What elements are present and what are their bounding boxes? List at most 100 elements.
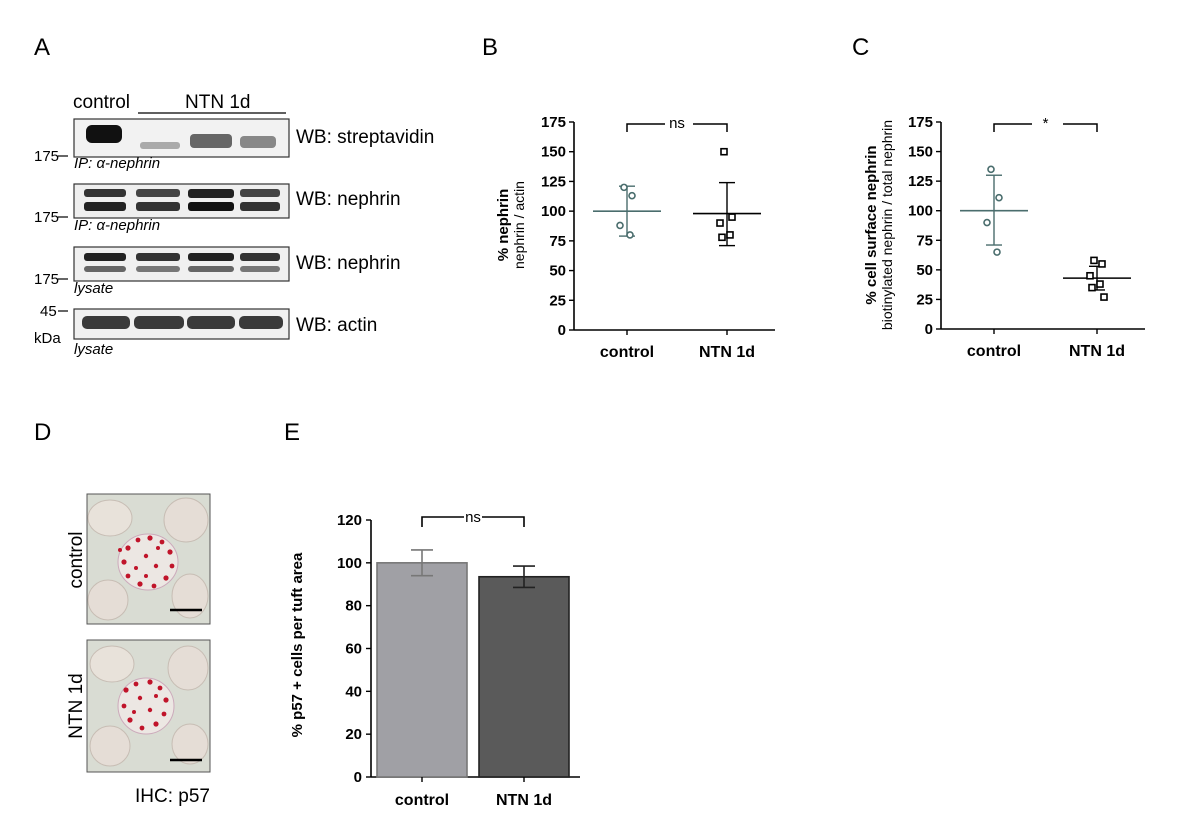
- blot-strip-nephrin-lysate: [73, 246, 290, 282]
- y-tick-label: 75: [916, 232, 933, 249]
- blot-band: [136, 202, 180, 211]
- blot-header-treatment: NTN 1d: [185, 92, 250, 113]
- micrograph-caption: IHC: p57: [135, 786, 210, 807]
- blot-frame: [73, 246, 290, 282]
- data-point: [1096, 280, 1104, 288]
- blot-sublabel: IP: α-nephrin: [74, 217, 160, 234]
- data-point: [726, 231, 734, 239]
- data-point: [995, 193, 1003, 202]
- blot-band: [240, 136, 276, 148]
- y-axis-label: % cell surface nephrin: [863, 145, 880, 304]
- blot-band: [188, 266, 234, 272]
- tissue-shape: [89, 725, 131, 767]
- blot-band: [134, 316, 184, 329]
- y-tick-label: 150: [541, 144, 566, 161]
- panel-a-letter: A: [34, 34, 50, 61]
- significance-label: ns: [669, 115, 685, 132]
- data-point: [728, 213, 736, 221]
- data-point: [620, 183, 628, 192]
- p57-nuclei: [121, 679, 169, 731]
- blot-sublabel: lysate: [74, 341, 113, 358]
- glomerulus: [117, 677, 175, 735]
- blot-band: [136, 253, 180, 261]
- y-tick-label: 60: [345, 641, 362, 658]
- data-point: [616, 221, 624, 230]
- data-point: [718, 233, 726, 242]
- significance-label: *: [1043, 115, 1049, 132]
- blot-band: [136, 189, 180, 197]
- blot-band: [239, 316, 283, 329]
- size-marker: 45: [40, 303, 57, 320]
- blot-sublabel: lysate: [74, 280, 113, 297]
- panel-a: A control NTN 1d: [34, 34, 434, 358]
- y-tick-label: 100: [337, 555, 362, 572]
- y-tick-label: 120: [337, 512, 362, 529]
- tissue-shape: [171, 573, 209, 619]
- size-unit: kDa: [34, 330, 61, 347]
- blot-band: [240, 189, 280, 197]
- blot-band: [84, 266, 126, 272]
- wb-label: WB: streptavidin: [296, 127, 434, 148]
- x-tick-label: NTN 1d: [699, 344, 755, 361]
- panel-b: B % nephrin nephrin / actin 0 25 50 75 100 12…: [482, 34, 775, 361]
- y-tick-label: 40: [345, 683, 362, 700]
- bar: [478, 575, 570, 778]
- y-tick-label: 50: [916, 262, 933, 279]
- micrograph-control: [86, 493, 211, 625]
- p57-nuclei: [118, 535, 175, 589]
- blot-band: [188, 253, 234, 261]
- panel-d: D: [34, 419, 211, 807]
- data-point: [983, 218, 991, 227]
- blot-band: [82, 316, 130, 329]
- blot-band: [240, 253, 280, 261]
- data-point: [1086, 271, 1094, 280]
- blot-band: [84, 189, 126, 197]
- blot-strip-streptavidin: [73, 118, 290, 158]
- data-point: [716, 219, 724, 227]
- panel-e: E % p57 + cells per tuft area 0 20 40 60 80 1…: [284, 419, 580, 809]
- glomerulus: [117, 533, 179, 591]
- x-tick-label: NTN 1d: [1069, 343, 1125, 360]
- blot-band: [240, 202, 280, 211]
- panel-b-letter: B: [482, 34, 498, 61]
- blot-band: [188, 202, 234, 211]
- tissue-shape: [167, 645, 209, 691]
- blot-band: [140, 142, 180, 149]
- y-axis-label: % nephrin: [495, 189, 512, 262]
- blot-band: [190, 134, 232, 148]
- wb-label: WB: nephrin: [296, 253, 401, 274]
- y-tick-label: 25: [549, 292, 566, 309]
- y-tick-label: 0: [558, 322, 566, 339]
- y-tick-label: 75: [549, 233, 566, 250]
- significance-bracket: [693, 123, 728, 132]
- significance-bracket: [1063, 123, 1098, 132]
- y-tick-label: 150: [908, 144, 933, 161]
- y-axis-label: % p57 + cells per tuft area: [289, 552, 306, 737]
- significance-bracket: [421, 516, 464, 527]
- bar: [376, 562, 468, 778]
- significance-label: ns: [465, 509, 481, 526]
- significance-bracket: [482, 516, 525, 527]
- data-point: [1098, 260, 1106, 268]
- y-tick-label: 20: [345, 726, 362, 743]
- blot-band: [84, 253, 126, 261]
- y-tick-label: 80: [345, 598, 362, 615]
- scatter-chart-b: 0 25 50 75 100 125 150 175 control NTN 1d ns: [541, 114, 775, 361]
- significance-bracket: [993, 123, 1032, 132]
- panel-c: C % cell surface nephrin biotinylated ne…: [852, 34, 1145, 360]
- y-axis-sublabel: biotinylated nephrin / total nephrin: [879, 120, 895, 330]
- data-point: [628, 191, 636, 200]
- size-marker: 175: [34, 209, 59, 226]
- blot-band: [84, 202, 126, 211]
- blot-band: [136, 266, 180, 272]
- data-point: [987, 165, 995, 174]
- data-point: [1100, 293, 1108, 301]
- blot-sublabel: IP: α-nephrin: [74, 155, 160, 172]
- tissue-shape: [171, 723, 209, 765]
- x-tick-label: control: [600, 344, 654, 361]
- micrograph-row-label: NTN 1d: [66, 673, 87, 738]
- panel-e-letter: E: [284, 419, 300, 446]
- y-tick-label: 50: [549, 263, 566, 280]
- data-point: [720, 147, 728, 156]
